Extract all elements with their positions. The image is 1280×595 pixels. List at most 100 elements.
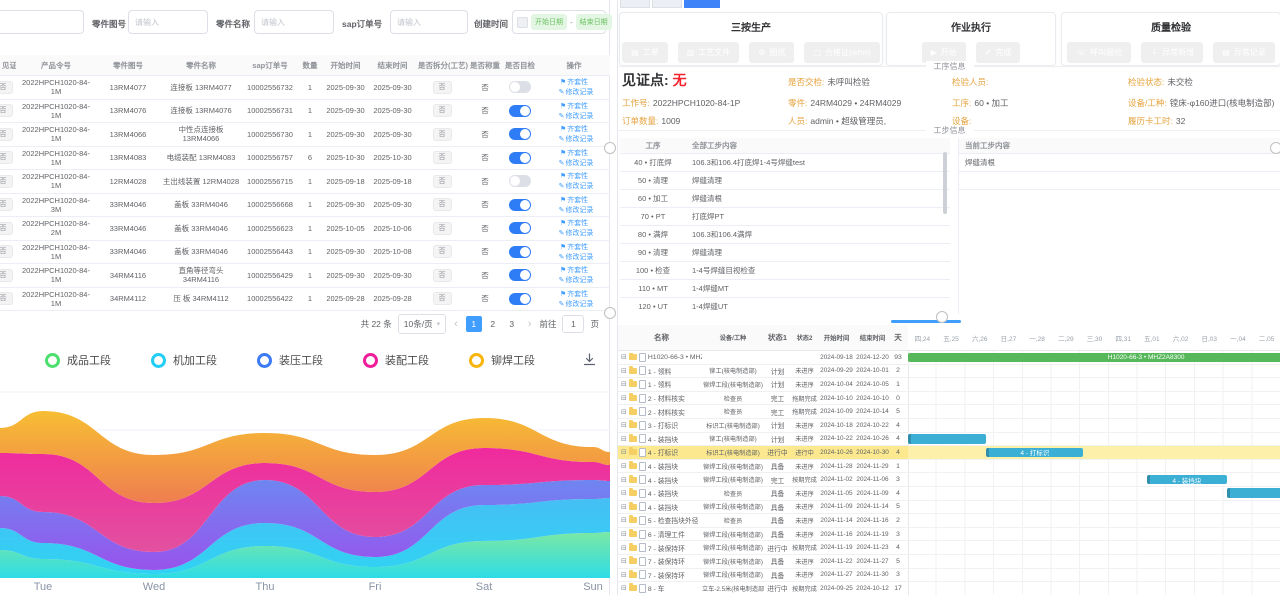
tab-stub-active[interactable]: [684, 0, 720, 8]
modify-record-link[interactable]: ✎修改记录: [558, 136, 594, 144]
horizontal-scrollbar[interactable]: [891, 320, 961, 323]
gantt-task-row[interactable]: ⊟ 4 - 装挡块 铆焊工段(核电制造部) 具备 未进序 2024-11-09 …: [618, 501, 908, 515]
kit-completeness-link[interactable]: ⚑齐套性: [559, 267, 589, 275]
collapse-icon[interactable]: ⊟: [621, 422, 627, 430]
collapse-icon[interactable]: ⊟: [621, 490, 627, 498]
collapse-icon[interactable]: ⊟: [621, 408, 627, 416]
kit-completeness-link[interactable]: ⚑齐套性: [559, 79, 589, 87]
gantt-task-row[interactable]: ⊟ 1 - 领料 铆工(核电制造部) 计划 未进序 2024-09-29 202…: [618, 365, 908, 379]
step-row[interactable]: 80 • 满焊 106.3和106.4满焊: [620, 226, 950, 244]
gantt-bar[interactable]: [1226, 488, 1280, 499]
modify-record-link[interactable]: ✎修改记录: [558, 253, 594, 261]
collapse-icon[interactable]: ⊟: [621, 476, 627, 484]
kit-completeness-link[interactable]: ⚑齐套性: [559, 126, 589, 134]
gantt-task-row[interactable]: ⊟ 7 - 装保持环 铆焊工段(核电制造部) 具备 未进序 2024-11-22…: [618, 555, 908, 569]
kit-completeness-link[interactable]: ⚑齐套性: [559, 149, 589, 157]
legend-item[interactable]: 铆焊工段: [469, 352, 535, 368]
split-chip[interactable]: 否: [432, 174, 452, 188]
legend-item[interactable]: 装压工段: [257, 352, 323, 368]
part-drawing-input[interactable]: [128, 10, 208, 34]
step-row[interactable]: 60 • 加工 焊缝清根: [620, 190, 950, 208]
visual-check-toggle[interactable]: [509, 198, 531, 211]
collapse-icon[interactable]: ⊟: [621, 503, 627, 511]
gantt-bar[interactable]: [908, 434, 987, 444]
download-icon[interactable]: [582, 352, 597, 367]
visual-check-toggle[interactable]: [509, 128, 531, 141]
gantt-task-row[interactable]: ⊟ 6 - 清理工件 铆焊工段(核电制造部) 具备 未进序 2024-11-16…: [618, 528, 908, 542]
visual-check-toggle[interactable]: [509, 151, 531, 164]
next-page-button[interactable]: ›: [527, 318, 532, 330]
gantt-task-row[interactable]: ⊟ 4 - 打标识 标识工(核电制造部) 进行中 进行中 2024-10-26 …: [618, 446, 908, 460]
gantt-task-row[interactable]: ⊟ H1020-66-3 • MHZ2A8300 2024-09-18 2024…: [618, 351, 908, 365]
step-row[interactable]: 50 • 清理 焊缝清理: [620, 172, 950, 190]
modify-record-link[interactable]: ✎修改记录: [558, 159, 594, 167]
split-chip[interactable]: 否: [432, 80, 452, 94]
modify-record-link[interactable]: ✎修改记录: [558, 183, 594, 191]
inspection-button[interactable]: ＋异常新增: [1141, 42, 1204, 63]
gantt-task-row[interactable]: ⊟ 3 - 打标识 标识工(核电制造部) 计划 未进序 2024-10-18 2…: [618, 419, 908, 433]
step-row[interactable]: 120 • UT 1-4焊缝UT: [620, 298, 950, 314]
goto-page-input[interactable]: [562, 315, 585, 333]
first-filter-input[interactable]: [0, 10, 84, 34]
tab-stub-2[interactable]: [652, 0, 682, 8]
visual-check-toggle[interactable]: [509, 81, 531, 94]
collapse-icon[interactable]: ⊟: [621, 517, 627, 525]
collapse-icon[interactable]: ⊟: [621, 354, 627, 362]
legend-item[interactable]: 成品工段: [45, 352, 111, 368]
kit-completeness-link[interactable]: ⚑齐套性: [559, 243, 589, 251]
step-row[interactable]: 40 • 打底焊 106.3和106.4打底焊1-4号焊缝test: [620, 154, 950, 172]
part-name-input[interactable]: [254, 10, 334, 34]
sap-order-input[interactable]: [390, 10, 468, 34]
step-row[interactable]: 100 • 检查 1-4号焊缝目视检查: [620, 262, 950, 280]
gantt-task-row[interactable]: ⊟ 4 - 装挡块 铆焊工段(核电制造部) 完工 按期完成 2024-11-02…: [618, 473, 908, 487]
modify-record-link[interactable]: ✎修改记录: [558, 277, 594, 285]
page-number[interactable]: 2: [490, 319, 496, 329]
kit-completeness-link[interactable]: ⚑齐套性: [559, 173, 589, 181]
split-chip[interactable]: 否: [432, 292, 452, 306]
splitter-handle[interactable]: [1270, 142, 1280, 154]
split-chip[interactable]: 否: [432, 198, 452, 212]
gantt-task-row[interactable]: ⊟ 4 - 装挡块 铆工(核电制造部) 计划 未进序 2024-10-22 20…: [618, 433, 908, 447]
modify-record-link[interactable]: ✎修改记录: [558, 89, 594, 97]
splitter-handle[interactable]: [604, 142, 616, 154]
collapse-icon[interactable]: ⊟: [621, 531, 627, 539]
collapse-icon[interactable]: ⊟: [621, 544, 627, 552]
collapse-icon[interactable]: ⊟: [621, 571, 627, 579]
production-doc-button[interactable]: ▢ 合格证(wms): [804, 42, 880, 63]
split-chip[interactable]: 否: [432, 151, 452, 165]
gantt-task-row[interactable]: ⊟ 1 - 领料 铆焊工段(核电制造部) 计划 未进序 2024-10-04 2…: [618, 378, 908, 392]
modify-record-link[interactable]: ✎修改记录: [558, 230, 594, 238]
collapse-icon[interactable]: ⊟: [621, 435, 627, 443]
page-number[interactable]: 1: [465, 316, 482, 332]
gantt-task-row[interactable]: ⊟ 4 - 装挡块 铆焊工段(核电制造部) 具备 未进序 2024-11-28 …: [618, 460, 908, 474]
gantt-bar[interactable]: 4 - 装挡块: [1146, 474, 1227, 485]
steps-scrollbar[interactable]: [943, 152, 947, 214]
split-chip[interactable]: 否: [432, 268, 452, 282]
tab-stub-1[interactable]: [620, 0, 650, 8]
splitter-handle[interactable]: [604, 307, 616, 319]
split-chip[interactable]: 否: [432, 221, 452, 235]
split-chip[interactable]: 否: [432, 104, 452, 118]
page-size-select[interactable]: 10条/页 ▾: [397, 314, 447, 334]
collapse-icon[interactable]: ⊟: [621, 463, 627, 471]
collapse-icon[interactable]: ⊟: [621, 558, 627, 566]
split-chip[interactable]: 否: [432, 127, 452, 141]
step-row[interactable]: 110 • MT 1-4焊缝MT: [620, 280, 950, 298]
gantt-task-row[interactable]: ⊟ 5 - 检查挡块外径 检查员 具备 未进序 2024-11-14 2024-…: [618, 514, 908, 528]
modify-record-link[interactable]: ✎修改记录: [558, 112, 594, 120]
gantt-task-row[interactable]: ⊟ 7 - 装保持环 铆焊工段(核电制造部) 进行中 按期完成 2024-11-…: [618, 541, 908, 555]
visual-check-toggle[interactable]: [509, 269, 531, 282]
date-end-placeholder[interactable]: 结束日期: [575, 14, 612, 30]
inspection-button[interactable]: ☏ 呼叫报检: [1067, 42, 1132, 63]
visual-check-toggle[interactable]: [509, 222, 531, 235]
splitter-handle[interactable]: [936, 311, 948, 323]
modify-record-link[interactable]: ✎修改记录: [558, 300, 594, 308]
legend-item[interactable]: 装配工段: [363, 352, 429, 368]
split-chip[interactable]: 否: [432, 245, 452, 259]
collapse-icon[interactable]: ⊟: [621, 585, 627, 593]
gantt-task-row[interactable]: ⊟ 7 - 装保持环 铆焊工段(核电制造部) 具备 未进序 2024-11-27…: [618, 569, 908, 583]
gantt-task-row[interactable]: ⊟ 2 - 材料核实 检查员 完工 拖期完成 2024-10-09 2024-1…: [618, 405, 908, 419]
inspection-button[interactable]: ▤ 异常记录: [1213, 42, 1275, 63]
collapse-icon[interactable]: ⊟: [621, 449, 627, 457]
execution-button[interactable]: ✔ 完成: [975, 42, 1021, 63]
